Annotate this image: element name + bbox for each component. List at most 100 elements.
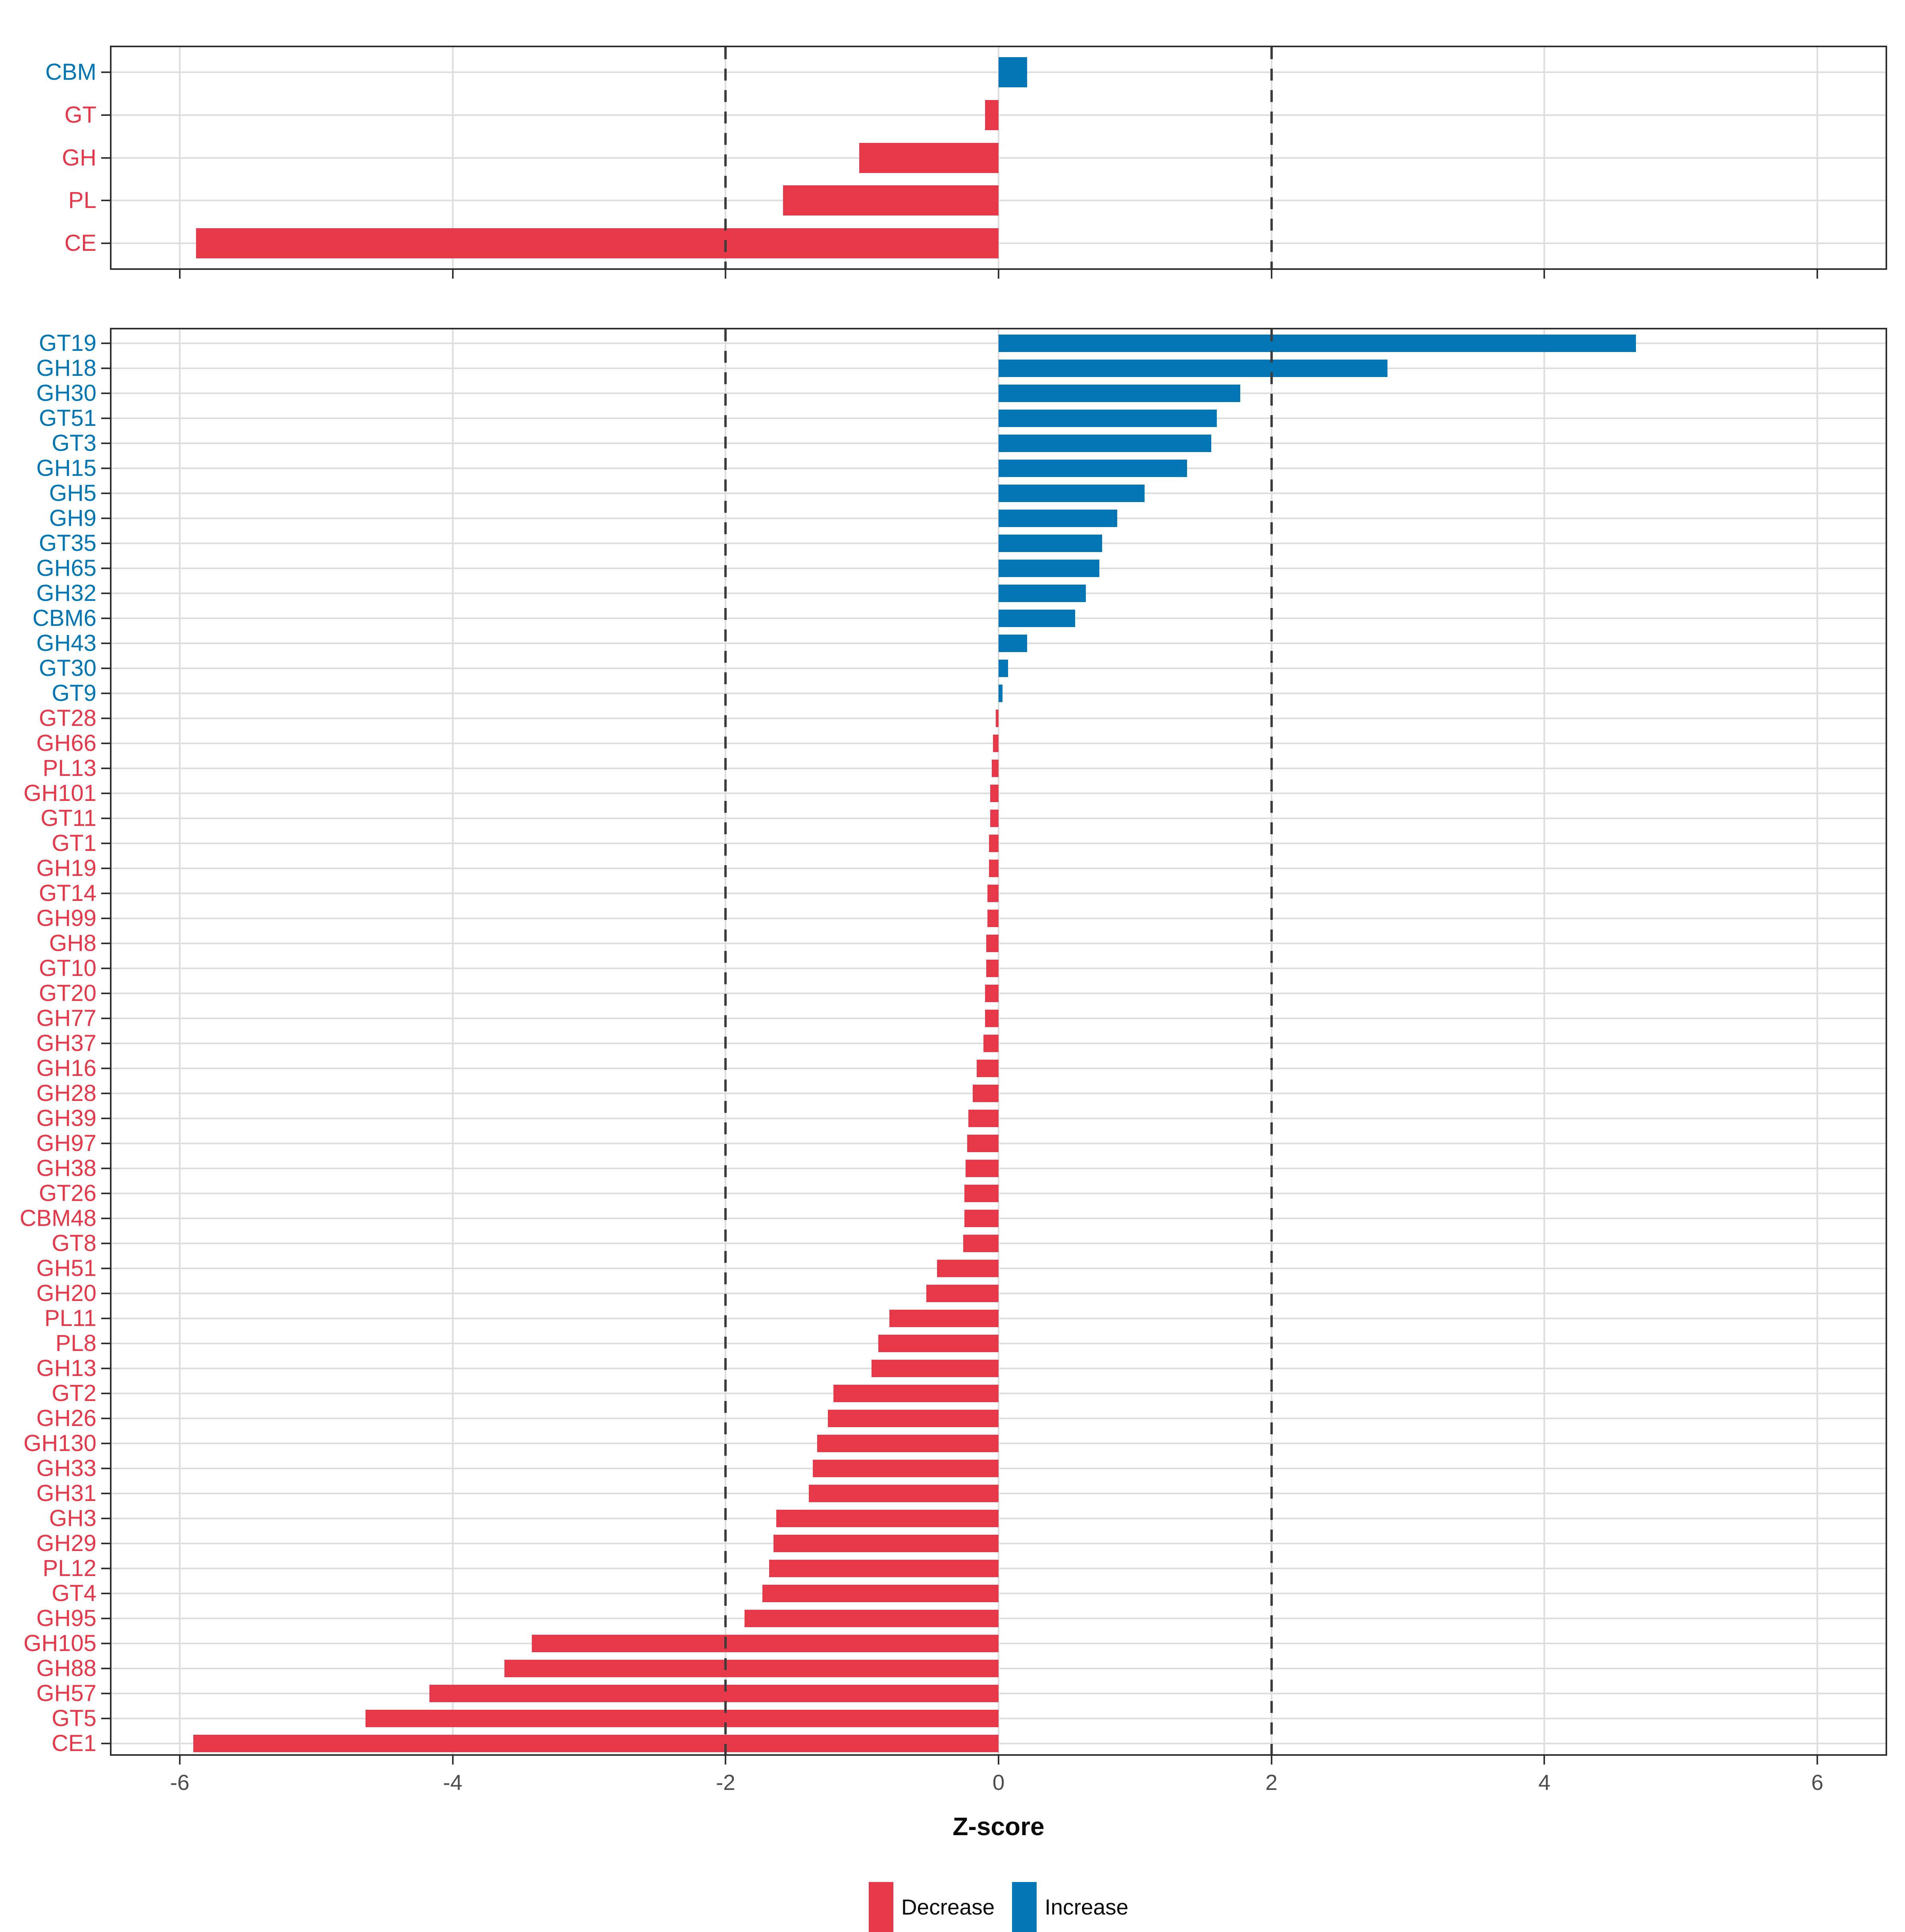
- y-tick: [101, 1093, 110, 1094]
- vertical-gridline: [1543, 329, 1545, 1754]
- x-tick-top-panel: [179, 270, 181, 279]
- bar-GH43: [999, 635, 1028, 652]
- ylabel-GH97: GH97: [36, 1130, 96, 1156]
- x-tick-top-panel: [998, 270, 999, 279]
- horizontal-gridline: [112, 1468, 1886, 1469]
- horizontal-gridline: [112, 1443, 1886, 1444]
- legend-item-increase: Increase: [1012, 1882, 1128, 1932]
- bar-GH65: [999, 560, 1100, 577]
- bar-GH97: [967, 1135, 999, 1152]
- x-tick-label: -6: [170, 1770, 190, 1795]
- y-tick: [101, 693, 110, 694]
- bar-PL11: [889, 1310, 999, 1327]
- bar-GH51: [937, 1260, 999, 1277]
- bar-CBM48: [964, 1210, 999, 1227]
- bar-GT11: [990, 810, 999, 827]
- bar-GT8: [963, 1235, 999, 1252]
- bar-GH16: [976, 1060, 999, 1077]
- bar-PL12: [769, 1560, 999, 1577]
- bar-GH95: [745, 1610, 999, 1627]
- ylabel-CBM48: CBM48: [19, 1205, 96, 1231]
- horizontal-gridline: [112, 1543, 1886, 1544]
- ylabel-GH57: GH57: [36, 1680, 96, 1706]
- bar-GH9: [999, 510, 1118, 527]
- bar-GH3: [776, 1510, 999, 1527]
- vertical-gridline: [1816, 329, 1818, 1754]
- horizontal-gridline: [112, 242, 1886, 244]
- y-tick: [101, 443, 110, 444]
- horizontal-gridline: [112, 1518, 1886, 1519]
- y-tick: [101, 643, 110, 644]
- y-tick: [101, 893, 110, 894]
- y-tick: [101, 1368, 110, 1369]
- y-tick: [101, 1718, 110, 1719]
- y-tick: [101, 418, 110, 419]
- horizontal-gridline: [112, 743, 1886, 744]
- horizontal-gridline: [112, 1018, 1886, 1019]
- y-tick: [101, 968, 110, 969]
- x-tick: [725, 1756, 727, 1765]
- y-tick: [101, 157, 110, 159]
- x-tick: [452, 1756, 454, 1765]
- bar-GT26: [964, 1185, 999, 1202]
- y-tick: [101, 71, 110, 73]
- horizontal-gridline: [112, 1043, 1886, 1044]
- bar-GH105: [532, 1635, 999, 1652]
- x-tick-label: 4: [1538, 1770, 1551, 1795]
- ylabel-GH31: GH31: [36, 1480, 96, 1506]
- bar-GH15: [999, 460, 1187, 477]
- horizontal-gridline: [112, 1068, 1886, 1069]
- horizontal-gridline: [112, 718, 1886, 719]
- ylabel-GH5: GH5: [49, 480, 96, 506]
- horizontal-gridline: [112, 1743, 1886, 1744]
- bar-GH88: [504, 1660, 999, 1677]
- ylabel-GT19: GT19: [38, 330, 96, 356]
- y-tick: [101, 1643, 110, 1644]
- ylabel-GT30: GT30: [38, 655, 96, 681]
- y-tick: [101, 1543, 110, 1544]
- subfamily-detail-panel: [110, 328, 1887, 1756]
- y-tick: [101, 943, 110, 944]
- bar-CBM: [999, 57, 1028, 87]
- ylabel-GH9: GH9: [49, 505, 96, 531]
- x-axis-title: Z-score: [952, 1812, 1045, 1841]
- reference-line: [1270, 329, 1273, 1754]
- legend-item-decrease: Decrease: [868, 1882, 995, 1932]
- ylabel-GT4: GT4: [52, 1580, 96, 1606]
- bar-GT1: [989, 835, 999, 852]
- y-tick: [101, 1518, 110, 1519]
- horizontal-gridline: [112, 918, 1886, 919]
- y-tick: [101, 818, 110, 819]
- y-tick: [101, 200, 110, 202]
- subfamily-detail-plot-area: [112, 329, 1886, 1754]
- x-tick-top-panel: [452, 270, 454, 279]
- ylabel-GT2: GT2: [52, 1380, 96, 1406]
- family-summary-plot-area: [112, 47, 1886, 268]
- ylabel-GT3: GT3: [52, 430, 96, 456]
- reference-line: [1270, 47, 1273, 268]
- bar-GT30: [999, 660, 1008, 677]
- y-tick: [101, 1068, 110, 1069]
- horizontal-gridline: [112, 1118, 1886, 1119]
- horizontal-gridline: [112, 1218, 1886, 1219]
- bar-CBM6: [999, 610, 1075, 627]
- horizontal-gridline: [112, 1293, 1886, 1294]
- bar-GT9: [999, 685, 1003, 702]
- bar-GH31: [809, 1485, 999, 1502]
- bar-GH32: [999, 585, 1086, 602]
- bar-GH30: [999, 385, 1240, 402]
- bar-GT28: [996, 710, 999, 727]
- horizontal-gridline: [112, 843, 1886, 844]
- bar-GH39: [968, 1110, 999, 1127]
- y-tick: [101, 868, 110, 869]
- x-tick: [1270, 1756, 1272, 1765]
- bar-GT2: [833, 1385, 999, 1402]
- ylabel-GH8: GH8: [49, 930, 96, 956]
- ylabel-GH99: GH99: [36, 905, 96, 931]
- y-tick: [101, 1568, 110, 1569]
- ylabel-CE1: CE1: [52, 1730, 96, 1756]
- ylabel-GH38: GH38: [36, 1155, 96, 1181]
- decrease-color-swatch: [868, 1882, 893, 1932]
- y-tick: [101, 1493, 110, 1494]
